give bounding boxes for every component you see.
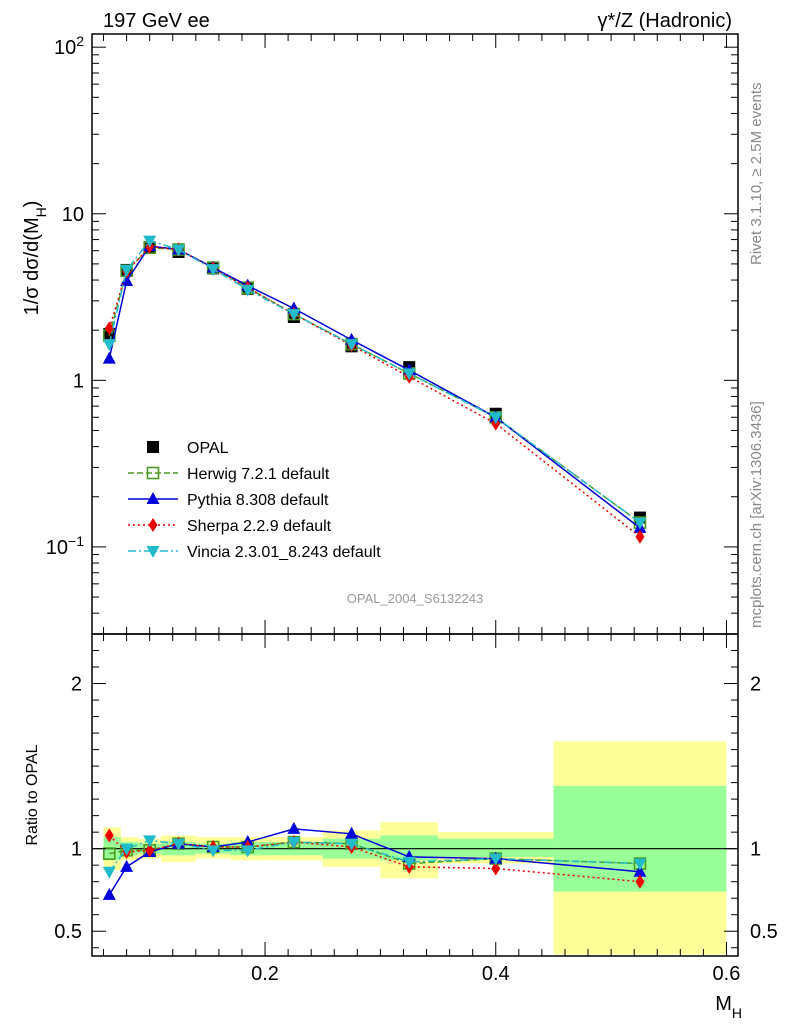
y-tick-label: 10−1 xyxy=(46,533,84,559)
ratio-point-vincia xyxy=(345,838,359,851)
ratio-point-pythia xyxy=(120,859,134,872)
ratio-point-vincia xyxy=(489,853,503,866)
legend-label-herwig: Herwig 7.2.1 default xyxy=(187,466,330,483)
legend-label-pythia: Pythia 8.308 default xyxy=(187,492,329,509)
ratio-point-pythia xyxy=(287,821,301,834)
series-vincia xyxy=(102,235,647,530)
x-tick-label: 0.6 xyxy=(713,963,741,985)
rivet-version-label: Rivet 3.1.10, ≥ 2.5M events xyxy=(748,83,765,266)
point-vincia xyxy=(287,309,301,322)
point-vincia xyxy=(402,368,416,381)
y-tick-exponent: −1 xyxy=(68,533,84,549)
legend-marker-sherpa xyxy=(148,518,158,532)
point-vincia xyxy=(633,517,647,530)
point-pythia xyxy=(120,273,134,286)
legend-marker-opal xyxy=(147,441,159,453)
point-vincia xyxy=(241,284,255,297)
ratio-point-vincia xyxy=(143,835,157,848)
x-tick-label: 0.2 xyxy=(251,963,279,985)
ratio-y-tick-label: 0.5 xyxy=(54,921,82,943)
uncertainty-band-inner xyxy=(438,838,554,857)
point-vincia xyxy=(206,264,220,277)
ratio-y-tick-label: 1 xyxy=(71,839,82,861)
legend-label-opal: OPAL xyxy=(187,440,229,457)
point-vincia xyxy=(345,339,359,352)
y-tick-label: 10 xyxy=(62,204,84,226)
ratio-point-sherpa xyxy=(145,843,155,858)
legend-label-sherpa: Sherpa 2.2.9 default xyxy=(187,518,332,535)
point-vincia xyxy=(120,264,134,277)
point-vincia xyxy=(172,244,186,257)
reference-label: OPAL_2004_S6132243 xyxy=(347,591,483,606)
x-tick-label: 0.4 xyxy=(482,963,510,985)
ratio-point-sherpa xyxy=(635,874,645,889)
energy-label: 197 GeV ee xyxy=(103,10,210,32)
ratio-y-tick-label: 2 xyxy=(71,674,82,696)
ratio-series-vincia xyxy=(102,835,647,879)
ratio-point-vincia xyxy=(402,856,416,869)
ratio-y-tick-label-right: 2 xyxy=(750,674,761,696)
ratio-point-vincia xyxy=(633,858,647,871)
legend: OPAL Herwig 7.2.1 default Pythia 8.308 def… xyxy=(128,440,381,561)
point-pythia xyxy=(102,351,116,364)
ratio-point-vincia xyxy=(172,838,186,851)
legend-marker-vincia xyxy=(146,546,160,558)
ratio-panel: 0.5 0.5 1 1 2 2 0.2 0.4 0.6 Ratio to OPAL MH xyxy=(24,633,778,1021)
point-vincia xyxy=(489,412,503,425)
ratio-point-herwig xyxy=(103,847,116,860)
ratio-point-vincia xyxy=(206,845,220,858)
process-label: γ*/Z (Hadronic) xyxy=(598,10,732,32)
point-vincia xyxy=(102,339,116,352)
ratio-point-pythia xyxy=(633,864,647,877)
ratio-point-pythia xyxy=(345,826,359,839)
ratio-point-vincia xyxy=(102,866,116,879)
ratio-frame xyxy=(91,633,739,957)
series-line-vincia xyxy=(108,239,641,524)
series-sherpa xyxy=(104,239,645,544)
ratio-point-pythia xyxy=(102,887,116,900)
ratio-y-tick-label-right: 0.5 xyxy=(750,921,778,943)
series-opal xyxy=(103,241,646,524)
point-vincia xyxy=(143,235,157,248)
legend-label-vincia: Vincia 2.3.01_8.243 default xyxy=(187,544,381,561)
mcplots-label: mcplots.cern.ch [arXiv:1306.3436] xyxy=(748,401,765,628)
main-ylabel: 1/σ dσ/d(MH) xyxy=(21,201,49,316)
point-sherpa xyxy=(635,529,645,544)
series-herwig xyxy=(103,241,647,529)
ratio-point-sherpa xyxy=(104,828,114,843)
ratio-y-tick-label-right: 1 xyxy=(750,839,761,861)
ratio-point-sherpa xyxy=(491,861,501,876)
ratio-point-vincia xyxy=(241,845,255,858)
y-tick-exponent: 2 xyxy=(76,33,84,49)
legend-marker-pythia xyxy=(146,492,160,504)
y-tick-label: 102 xyxy=(54,33,84,59)
series-line-pythia xyxy=(108,245,641,529)
series-pythia xyxy=(102,239,647,533)
ratio-ylabel: Ratio to OPAL xyxy=(24,744,41,845)
ratio-point-vincia xyxy=(287,837,301,850)
y-tick-label: 1 xyxy=(73,370,84,392)
ratio-xlabel: MH xyxy=(715,993,742,1021)
ratio-point-vincia xyxy=(120,843,134,856)
legend-marker-herwig xyxy=(146,466,160,480)
